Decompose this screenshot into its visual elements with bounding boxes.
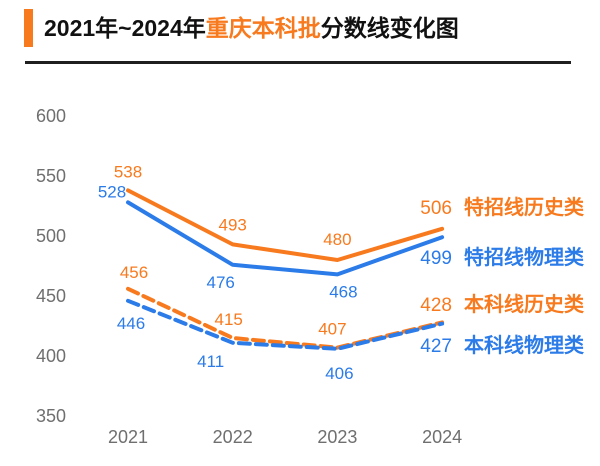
point-label: 406 xyxy=(325,364,353,383)
y-tick-label: 350 xyxy=(36,406,66,426)
y-tick-label: 500 xyxy=(36,226,66,246)
point-label: 538 xyxy=(114,162,142,181)
title-prefix: 2021年~2024年 xyxy=(44,15,206,41)
point-label: 411 xyxy=(197,352,224,371)
legend-label: 本科线物理类 xyxy=(464,333,584,357)
x-tick-label: 2023 xyxy=(317,427,357,447)
point-label: 446 xyxy=(117,314,145,333)
point-label: 468 xyxy=(329,282,357,301)
point-label: 480 xyxy=(323,230,351,249)
y-tick-label: 600 xyxy=(36,106,66,126)
x-tick-label: 2021 xyxy=(108,427,148,447)
legend-label: 本科线历史类 xyxy=(464,292,584,316)
point-label: 456 xyxy=(120,263,148,282)
page-title: 2021年~2024年重庆本科批分数线变化图 xyxy=(44,9,459,41)
legend-label: 特招线历史类 xyxy=(464,195,584,219)
series-line-2 xyxy=(126,200,445,277)
point-label: 476 xyxy=(207,273,235,292)
y-tick-label: 450 xyxy=(36,286,66,306)
header: 2021年~2024年重庆本科批分数线变化图 xyxy=(24,9,459,47)
point-label: 407 xyxy=(318,320,346,339)
title-highlight: 重庆本科批 xyxy=(205,15,321,41)
legend-value: 506 xyxy=(420,198,452,219)
legend-label: 特招线物理类 xyxy=(464,245,584,269)
legend-value: 499 xyxy=(420,248,452,269)
legend-value: 427 xyxy=(420,336,452,357)
legend-value: 428 xyxy=(420,295,452,316)
point-label: 528 xyxy=(98,182,126,201)
y-tick-label: 550 xyxy=(36,166,66,186)
x-tick-label: 2022 xyxy=(213,427,253,447)
series-line-1 xyxy=(126,188,445,262)
y-tick-label: 400 xyxy=(36,346,66,366)
title-accent-bar xyxy=(24,9,33,47)
point-label: 415 xyxy=(215,310,243,329)
x-tick-label: 2024 xyxy=(422,427,462,447)
series-line-4 xyxy=(126,298,445,351)
point-label: 493 xyxy=(219,215,247,234)
separator-line xyxy=(25,61,571,64)
title-suffix: 分数线变化图 xyxy=(320,15,459,41)
